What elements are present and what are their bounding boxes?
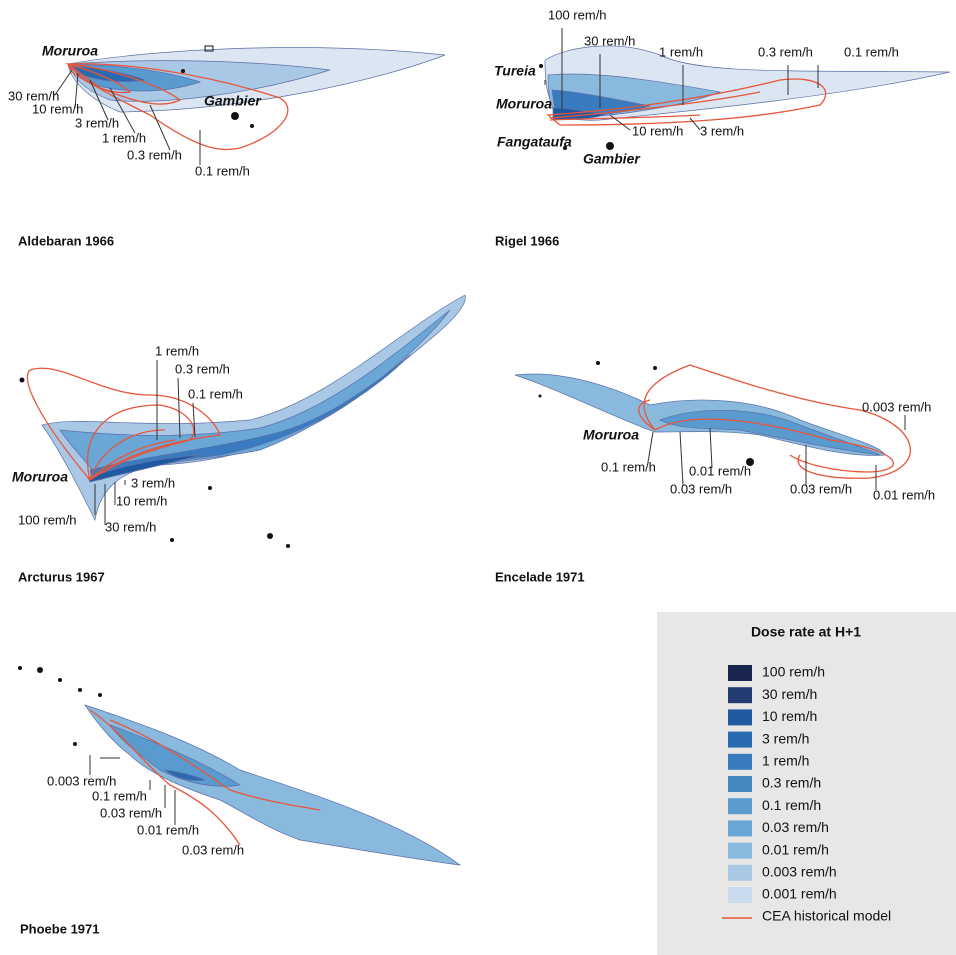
- contour-label: 0.3 rem/h: [758, 44, 813, 59]
- place-label: Fangataufa: [497, 134, 572, 150]
- contour-label: 0.03 rem/h: [182, 842, 244, 857]
- contour-label: 30 rem/h: [584, 33, 635, 48]
- legend-swatch: [728, 798, 752, 815]
- place-label: Moruroa: [12, 469, 68, 485]
- contour-label: 0.01 rem/h: [137, 822, 199, 837]
- legend-swatch: [728, 776, 752, 792]
- legend-label: 100 rem/h: [762, 664, 825, 680]
- legend-swatch: [728, 665, 752, 681]
- contour-label: 100 rem/h: [548, 7, 607, 22]
- contour-label: 0.1 rem/h: [601, 459, 656, 474]
- contour-label: 0.01 rem/h: [689, 463, 751, 478]
- panel-title: Encelade 1971: [495, 569, 585, 584]
- legend-title: Dose rate at H+1: [751, 624, 861, 640]
- contour-label: 0.01 rem/h: [873, 487, 935, 502]
- legend-label: 0.1 rem/h: [762, 797, 821, 813]
- legend-label: 0.03 rem/h: [762, 819, 829, 835]
- legend-label: CEA historical model: [762, 908, 891, 924]
- panel-aldebaran: Moruroa Gambier 30 rem/h 10 rem/h 3 rem/…: [8, 43, 446, 248]
- panel-title: Rigel 1966: [495, 233, 559, 248]
- legend-label: 30 rem/h: [762, 686, 817, 702]
- legend-box: [657, 612, 956, 955]
- contour-label: 0.1 rem/h: [92, 788, 147, 803]
- contour-label: 3 rem/h: [75, 115, 119, 130]
- contour-label: 0.03 rem/h: [100, 805, 162, 820]
- contour-label: 30 rem/h: [8, 88, 59, 103]
- contour-label: 10 rem/h: [116, 493, 167, 508]
- legend-label: 3 rem/h: [762, 730, 809, 746]
- contour-label: 1 rem/h: [102, 130, 146, 145]
- contour-label: 0.1 rem/h: [188, 386, 243, 401]
- place-label: Gambier: [583, 151, 641, 167]
- legend-swatch: [728, 842, 752, 859]
- legend-swatch: [728, 887, 752, 903]
- contour-label: 10 rem/h: [632, 123, 683, 138]
- place-label: Gambier: [204, 93, 262, 109]
- contour-label: 30 rem/h: [105, 519, 156, 534]
- panel-encelade: 0.003 rem/h 0.1 rem/h 0.01 rem/h 0.03 re…: [495, 361, 935, 584]
- legend-label: 0.001 rem/h: [762, 886, 837, 902]
- legend-swatch: [728, 731, 752, 748]
- contour-label: 1 rem/h: [659, 44, 703, 59]
- contour-label: 3 rem/h: [700, 123, 744, 138]
- panel-title: Phoebe 1971: [20, 921, 100, 936]
- panel-rigel: 100 rem/h 30 rem/h 1 rem/h 0.3 rem/h 0.1…: [494, 7, 951, 248]
- panel-title: Aldebaran 1966: [18, 233, 114, 248]
- legend-label: 10 rem/h: [762, 708, 817, 724]
- place-label: Tureia: [494, 63, 536, 79]
- contour-label: 0.1 rem/h: [844, 44, 899, 59]
- contour-label: 0.003 rem/h: [862, 399, 931, 414]
- place-label: Moruroa: [42, 43, 98, 59]
- legend-label: 0.003 rem/h: [762, 864, 837, 880]
- contour-label: 0.3 rem/h: [175, 361, 230, 376]
- contour-label: 0.003 rem/h: [47, 773, 116, 788]
- legend-label: 1 rem/h: [762, 753, 809, 769]
- panel-phoebe: 0.003 rem/h 0.1 rem/h 0.03 rem/h 0.01 re…: [18, 666, 462, 936]
- contour-label: 10 rem/h: [32, 101, 83, 116]
- contour-label: 0.3 rem/h: [127, 147, 182, 162]
- legend-swatch: [728, 864, 752, 881]
- contour-label: 0.1 rem/h: [195, 163, 250, 178]
- place-label: Moruroa: [496, 96, 552, 112]
- legend-swatch: [728, 820, 752, 837]
- legend-label: 0.3 rem/h: [762, 775, 821, 791]
- contour-label: 1 rem/h: [155, 343, 199, 358]
- legend-swatch: [728, 687, 752, 704]
- legend-swatch: [728, 753, 752, 770]
- legend-swatch: [728, 709, 752, 726]
- contour-label: 0.03 rem/h: [670, 481, 732, 496]
- contour-label: 100 rem/h: [18, 512, 77, 527]
- contour-label: 3 rem/h: [131, 475, 175, 490]
- legend-label: 0.01 rem/h: [762, 841, 829, 857]
- legend: Dose rate at H+1 CEA historical model 10…: [657, 612, 956, 955]
- place-label: Moruroa: [583, 427, 639, 443]
- panel-arcturus: 1 rem/h 0.3 rem/h 0.1 rem/h 3 rem/h 10 r…: [12, 294, 466, 584]
- contour-label: 0.03 rem/h: [790, 481, 852, 496]
- panel-title: Arcturus 1967: [18, 569, 105, 584]
